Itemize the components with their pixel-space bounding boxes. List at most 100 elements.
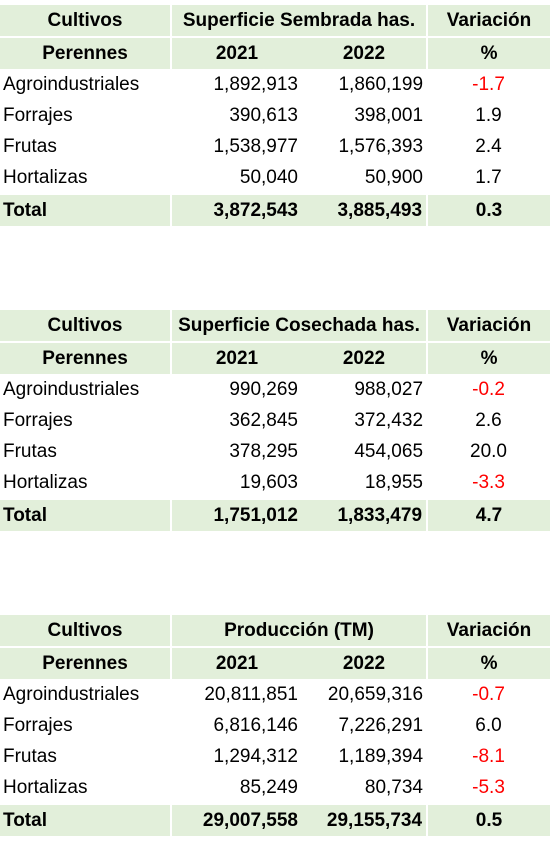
header-year-2021: 2021 — [170, 342, 302, 374]
header-group: Producción (TM) — [169, 615, 428, 648]
row-variacion: -1.7 — [472, 73, 505, 95]
row-2021: 20,811,851 — [204, 683, 298, 705]
row-2021: 1,538,977 — [213, 135, 298, 157]
row-2022: 50,900 — [364, 166, 424, 188]
row-variacion: -8.1 — [472, 745, 505, 767]
header-year-2022: 2022 — [302, 37, 428, 69]
row-2022: 80,734 — [364, 776, 424, 798]
row-name: Hortalizas — [3, 776, 88, 798]
total-2021: 3,872,543 — [170, 193, 302, 226]
table-row: Forrajes 362,845 372,432 2.6 — [0, 405, 550, 436]
row-variacion: -3.3 — [472, 471, 505, 493]
header-percent: % — [426, 37, 550, 69]
total-label: Total — [0, 803, 171, 836]
row-name: Forrajes — [3, 409, 73, 431]
row-2022: 454,065 — [354, 440, 424, 462]
header-cultivos: Cultivos — [0, 5, 171, 38]
row-name: Forrajes — [3, 104, 73, 126]
header-variacion: Variación — [426, 5, 550, 38]
row-variacion: 2.6 — [475, 409, 502, 431]
row-variacion: 20.0 — [470, 440, 507, 462]
row-2021: 50,040 — [239, 166, 298, 188]
header-percent: % — [426, 342, 550, 374]
total-row: Total 3,872,543 3,885,493 0.3 — [0, 193, 550, 226]
header-year-2021: 2021 — [170, 647, 302, 679]
table-row: Forrajes 6,816,146 7,226,291 6.0 — [0, 710, 550, 741]
total-variacion: 0.3 — [426, 193, 550, 226]
header-variacion: Variación — [426, 615, 550, 648]
row-2022: 1,576,393 — [338, 135, 424, 157]
row-2021: 1,892,913 — [213, 73, 298, 95]
table-row: Frutas 1,538,977 1,576,393 2.4 — [0, 131, 550, 162]
header-variacion: Variación — [426, 310, 550, 343]
header-year-2021: 2021 — [170, 37, 302, 69]
header-cultivos: Cultivos — [0, 615, 171, 648]
table-row: Agroindustriales 990,269 988,027 -0.2 — [0, 374, 550, 405]
total-row: Total 29,007,558 29,155,734 0.5 — [0, 803, 550, 836]
row-name: Agroindustriales — [3, 683, 140, 705]
row-name: Hortalizas — [3, 471, 88, 493]
header-row-top: Cultivos Superficie Cosechada has. Varia… — [0, 310, 550, 343]
row-2022: 1,189,394 — [338, 745, 424, 767]
row-2022: 7,226,291 — [338, 714, 424, 736]
row-2021: 378,295 — [229, 440, 298, 462]
row-name: Frutas — [3, 135, 57, 157]
row-2021: 1,294,312 — [213, 745, 298, 767]
header-year-2022: 2022 — [302, 342, 428, 374]
header-perennes: Perennes — [0, 647, 171, 679]
row-variacion: -0.2 — [472, 378, 505, 400]
table-row: Agroindustriales 20,811,851 20,659,316 -… — [0, 679, 550, 710]
total-2021: 1,751,012 — [170, 498, 302, 531]
row-variacion: 2.4 — [475, 135, 502, 157]
total-2022: 1,833,479 — [302, 498, 428, 531]
row-2022: 18,955 — [364, 471, 424, 493]
row-name: Forrajes — [3, 714, 73, 736]
header-year-2022: 2022 — [302, 647, 428, 679]
total-row: Total 1,751,012 1,833,479 4.7 — [0, 498, 550, 531]
row-variacion: 6.0 — [475, 714, 502, 736]
header-row-top: Cultivos Producción (TM) Variación — [0, 615, 550, 648]
row-2022: 988,027 — [354, 378, 424, 400]
row-2021: 85,249 — [239, 776, 298, 798]
table-row: Forrajes 390,613 398,001 1.9 — [0, 100, 550, 131]
row-variacion: -5.3 — [472, 776, 505, 798]
row-variacion: -0.7 — [472, 683, 505, 705]
total-2021: 29,007,558 — [170, 803, 302, 836]
row-2022: 398,001 — [354, 104, 424, 126]
total-variacion: 0.5 — [426, 803, 550, 836]
total-2022: 3,885,493 — [302, 193, 428, 226]
row-variacion: 1.7 — [475, 166, 502, 188]
row-variacion: 1.9 — [475, 104, 502, 126]
header-cultivos: Cultivos — [0, 310, 171, 343]
header-row-bottom: Perennes 2021 2022 % — [0, 342, 550, 374]
row-name: Agroindustriales — [3, 73, 140, 95]
header-row-top: Cultivos Superficie Sembrada has. Variac… — [0, 5, 550, 38]
row-name: Frutas — [3, 745, 57, 767]
table-row: Hortalizas 19,603 18,955 -3.3 — [0, 467, 550, 499]
row-name: Agroindustriales — [3, 378, 140, 400]
row-name: Frutas — [3, 440, 57, 462]
total-2022: 29,155,734 — [302, 803, 428, 836]
header-perennes: Perennes — [0, 37, 171, 69]
table-row: Agroindustriales 1,892,913 1,860,199 -1.… — [0, 69, 550, 100]
total-label: Total — [0, 498, 171, 531]
table-row: Hortalizas 85,249 80,734 -5.3 — [0, 772, 550, 804]
table-produccion: Cultivos Producción (TM) Variación Peren… — [0, 615, 550, 836]
total-variacion: 4.7 — [426, 498, 550, 531]
row-2022: 372,432 — [354, 409, 424, 431]
row-2021: 362,845 — [229, 409, 298, 431]
header-group: Superficie Cosechada has. — [169, 310, 428, 343]
row-name: Hortalizas — [3, 166, 88, 188]
table-row: Frutas 1,294,312 1,189,394 -8.1 — [0, 741, 550, 772]
row-2021: 390,613 — [229, 104, 298, 126]
header-group: Superficie Sembrada has. — [169, 5, 428, 38]
header-perennes: Perennes — [0, 342, 171, 374]
total-label: Total — [0, 193, 171, 226]
table-row: Hortalizas 50,040 50,900 1.7 — [0, 162, 550, 194]
row-2022: 1,860,199 — [338, 73, 424, 95]
table-superficie-sembrada: Cultivos Superficie Sembrada has. Variac… — [0, 5, 550, 226]
header-percent: % — [426, 647, 550, 679]
header-row-bottom: Perennes 2021 2022 % — [0, 37, 550, 69]
row-2021: 6,816,146 — [213, 714, 298, 736]
header-row-bottom: Perennes 2021 2022 % — [0, 647, 550, 679]
